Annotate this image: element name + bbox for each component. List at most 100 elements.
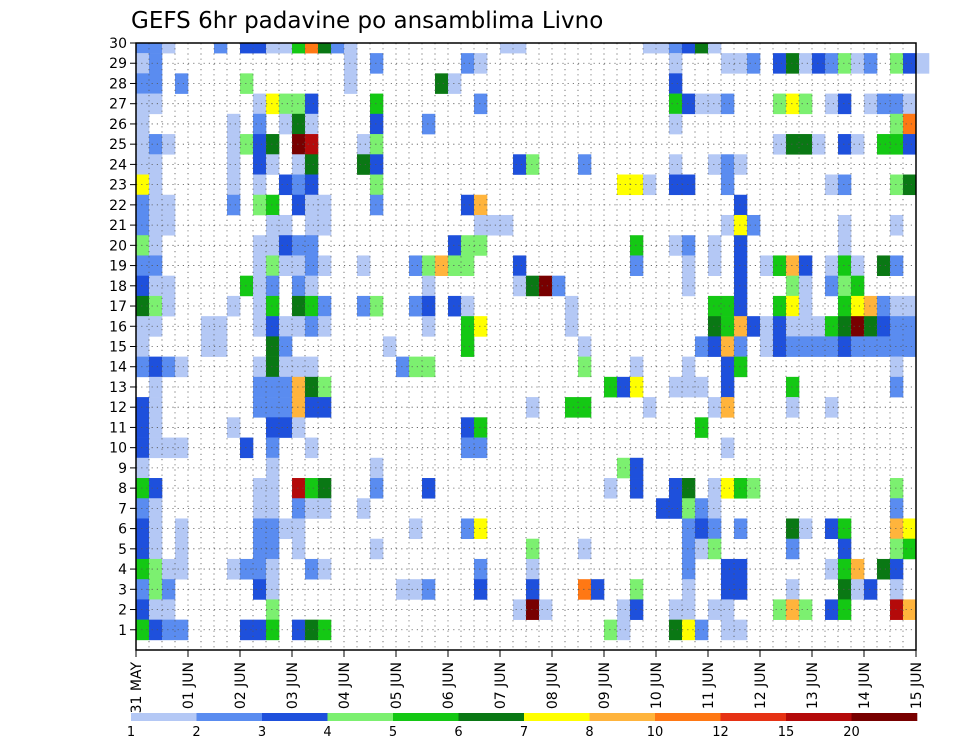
heatmap-cell: [669, 73, 683, 94]
heatmap-cell: [409, 255, 423, 276]
heatmap-cell: [136, 214, 150, 236]
heatmap-cell: [292, 376, 306, 398]
heatmap-cell: [253, 235, 267, 256]
heatmap-cell: [266, 538, 280, 560]
x-tick-label: 07 JUN: [493, 662, 509, 709]
heatmap-cell: [773, 295, 787, 317]
legend-swatch: [262, 713, 328, 721]
heatmap-cell: [305, 437, 319, 459]
heatmap-cell: [721, 619, 735, 641]
heatmap-cell: [136, 194, 150, 216]
heatmap-cell: [149, 619, 163, 641]
heatmap-cell: [227, 134, 241, 155]
heatmap-cell: [799, 275, 813, 297]
heatmap-cell: [461, 53, 475, 74]
heatmap-cell: [136, 599, 150, 620]
heatmap-cell: [500, 43, 514, 54]
x-tick-label: 03 JUN: [285, 662, 301, 709]
heatmap-cell: [851, 579, 865, 600]
legend-swatch: [327, 713, 394, 721]
heatmap-cell: [474, 53, 488, 74]
heatmap-cell: [825, 255, 839, 276]
heatmap-cell: [305, 255, 319, 276]
heatmap-cell: [253, 478, 267, 499]
x-tick-label: 13 JUN: [805, 662, 821, 709]
heatmap-cell: [435, 255, 449, 276]
heatmap-cell: [162, 619, 176, 641]
heatmap-cell: [370, 295, 384, 317]
heatmap-cell: [344, 43, 358, 54]
heatmap-cell: [851, 558, 865, 580]
heatmap-cell: [318, 619, 332, 641]
heatmap-cell: [695, 417, 709, 438]
heatmap-cell: [305, 376, 319, 398]
heatmap-cell: [357, 154, 371, 175]
legend-label: 20: [843, 725, 860, 740]
heatmap-cell: [903, 336, 917, 357]
heatmap-cell: [474, 214, 488, 236]
heatmap-cell: [838, 336, 852, 357]
heatmap-cell: [266, 235, 280, 256]
heatmap-cell: [253, 93, 267, 115]
heatmap-cell: [227, 154, 241, 175]
heatmap-cell: [903, 518, 917, 540]
heatmap-cell: [838, 599, 852, 620]
heatmap-cell: [708, 478, 722, 499]
heatmap-cell: [474, 93, 488, 115]
heatmap-cell: [227, 558, 241, 580]
heatmap-cell: [851, 275, 865, 297]
heatmap-cell: [357, 255, 371, 276]
heatmap-cell: [422, 295, 436, 317]
heatmap-cell: [734, 478, 748, 499]
heatmap-cell: [279, 235, 293, 256]
heatmap-cell: [838, 214, 852, 236]
heatmap-cell: [266, 478, 280, 499]
y-tick-label: 17: [109, 299, 127, 315]
heatmap-cell: [734, 53, 748, 74]
heatmap-cell: [253, 316, 267, 337]
heatmap-cell: [175, 73, 189, 94]
heatmap-cell: [903, 93, 917, 115]
heatmap-cell: [136, 134, 150, 155]
heatmap-cell: [539, 599, 553, 620]
heatmap-cell: [149, 579, 163, 600]
heatmap-cell: [682, 518, 696, 540]
heatmap-cell: [318, 255, 332, 276]
heatmap-cell: [227, 113, 241, 135]
heatmap-cell: [838, 255, 852, 276]
heatmap-cell: [162, 599, 176, 620]
heatmap-cell: [292, 356, 306, 378]
heatmap-cell: [617, 619, 631, 641]
heatmap-cell: [279, 518, 293, 540]
y-tick-label: 19: [109, 259, 127, 275]
heatmap-cell: [721, 558, 735, 580]
heatmap-cell: [227, 295, 241, 317]
heatmap-cell: [136, 619, 150, 641]
legend-label: 1: [127, 725, 135, 740]
heatmap-cell: [253, 397, 267, 418]
legend-swatch: [851, 713, 918, 721]
heatmap-cell: [305, 397, 319, 418]
heatmap-cell: [760, 336, 774, 357]
heatmap-cell: [708, 295, 722, 317]
heatmap-cell: [890, 295, 904, 317]
heatmap-cell: [864, 93, 878, 115]
x-tick-label: 05 JUN: [389, 662, 405, 709]
heatmap-cell: [149, 599, 163, 620]
x-tick-label: 31 MAY: [129, 662, 145, 714]
heatmap-cell: [136, 558, 150, 580]
heatmap-cell: [266, 558, 280, 580]
y-tick-label: 21: [109, 218, 127, 234]
heatmap-cell: [162, 579, 176, 600]
heatmap-cell: [578, 538, 592, 560]
heatmap-cell: [253, 579, 267, 600]
heatmap-cell: [318, 558, 332, 580]
heatmap-cell: [890, 376, 904, 398]
heatmap-cell: [890, 174, 904, 196]
legend-swatch: [196, 713, 263, 721]
heatmap-cell: [708, 154, 722, 175]
y-tick-label: 30: [109, 36, 127, 52]
heatmap-cell: [292, 275, 306, 297]
heatmap-cell: [617, 376, 631, 398]
heatmap-cell: [786, 336, 800, 357]
